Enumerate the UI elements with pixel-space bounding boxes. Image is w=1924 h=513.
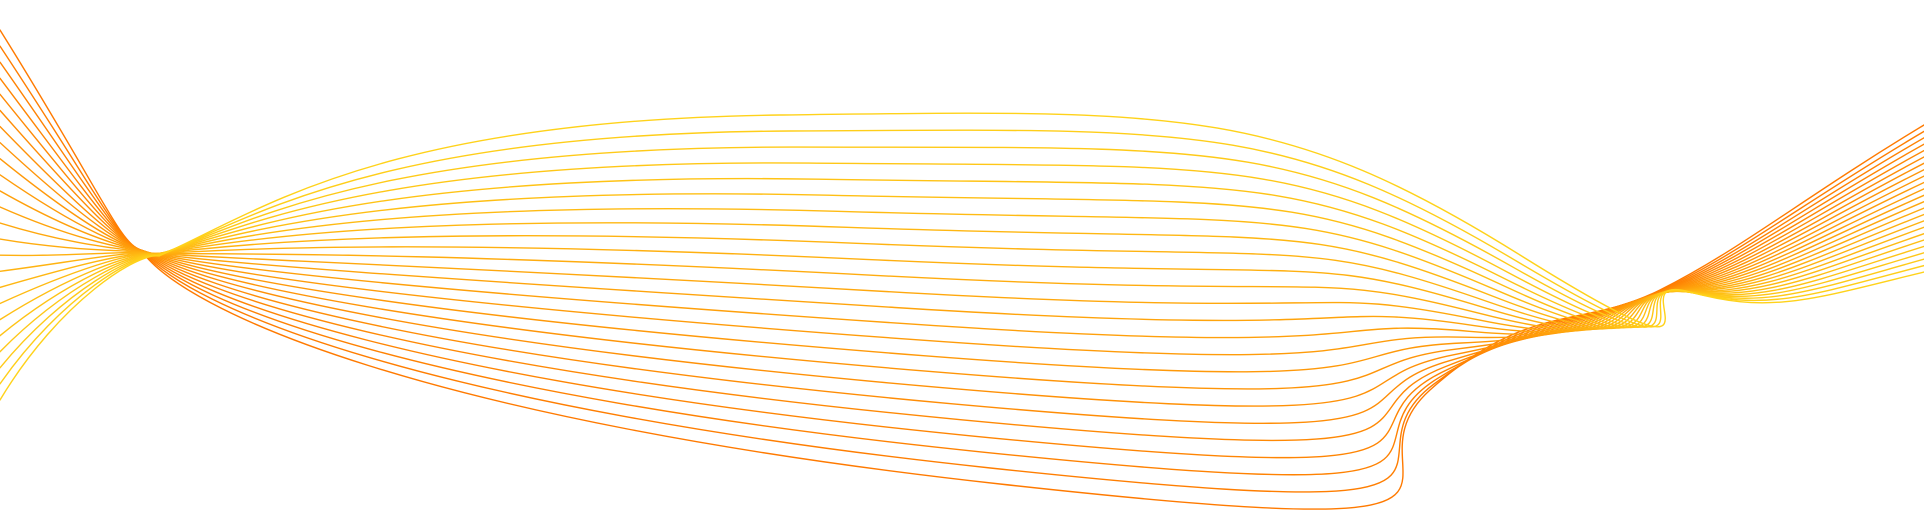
wave-line [0, 77, 1924, 459]
wave-line [0, 29, 1924, 510]
wave-line [0, 141, 1924, 390]
wave-line [0, 158, 1924, 373]
wave-line [0, 220, 1924, 330]
wave-line [0, 222, 1924, 330]
wave-line [0, 146, 1924, 369]
wave-line [0, 61, 1924, 476]
wave-line [0, 129, 1924, 385]
wave-line [0, 112, 1924, 401]
